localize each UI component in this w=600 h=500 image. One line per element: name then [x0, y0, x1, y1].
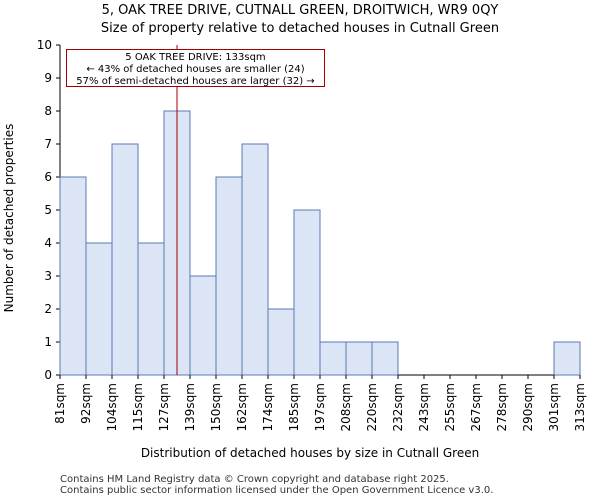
bar — [319, 341, 347, 376]
x-axis-label: Distribution of detached houses by size … — [141, 446, 479, 460]
y-tick-label: 6 — [44, 170, 52, 184]
bar — [345, 341, 373, 376]
y-axis-label: Number of detached properties — [2, 124, 16, 313]
x-tick-label: 197sqm — [313, 383, 327, 431]
footer-copyright: Contains HM Land Registry data © Crown c… — [60, 474, 449, 485]
bar — [59, 176, 87, 376]
chart-title: 5, OAK TREE DRIVE, CUTNALL GREEN, DROITW… — [101, 3, 499, 18]
chart-subtitle: Size of property relative to detached ho… — [100, 21, 500, 36]
x-tick-label: 313sqm — [573, 383, 587, 431]
x-tick-label: 185sqm — [287, 383, 301, 431]
bar — [111, 143, 139, 376]
bar — [241, 143, 269, 376]
x-tick-label: 301sqm — [547, 383, 561, 431]
annotation-line-2: ← 43% of detached houses are smaller (24… — [86, 64, 305, 75]
x-tick-label: 127sqm — [157, 383, 171, 431]
x-tick-label: 162sqm — [235, 383, 249, 431]
x-tick-label: 115sqm — [131, 383, 145, 431]
x-tick-label: 243sqm — [417, 383, 431, 431]
bar — [215, 176, 243, 376]
y-tick-label: 8 — [44, 104, 52, 118]
y-tick-label: 5 — [44, 203, 52, 217]
bar — [267, 308, 295, 376]
bar — [85, 242, 113, 376]
x-tick-label: 92sqm — [79, 383, 93, 424]
x-tick-label: 174sqm — [261, 383, 275, 431]
bar — [371, 341, 399, 376]
y-tick-label: 4 — [44, 236, 52, 250]
bar — [553, 341, 581, 376]
x-tick-label: 81sqm — [53, 383, 67, 424]
bar — [189, 275, 217, 376]
x-tick-label: 267sqm — [469, 383, 483, 431]
y-tick-label: 10 — [37, 38, 52, 52]
y-tick-label: 0 — [44, 368, 52, 382]
x-tick-label: 104sqm — [105, 383, 119, 431]
y-tick-label: 3 — [44, 269, 52, 283]
bar — [137, 242, 165, 376]
x-tick-label: 208sqm — [339, 383, 353, 431]
x-tick-label: 150sqm — [209, 383, 223, 431]
x-tick-label: 220sqm — [365, 383, 379, 431]
y-tick-label: 9 — [44, 71, 52, 85]
y-tick-label: 1 — [44, 335, 52, 349]
x-tick-label: 139sqm — [183, 383, 197, 431]
annotation-line-3: 57% of semi-detached houses are larger (… — [76, 76, 315, 87]
y-tick-label: 2 — [44, 302, 52, 316]
x-tick-label: 290sqm — [521, 383, 535, 431]
annotation-box: 5 OAK TREE DRIVE: 133sqm ← 43% of detach… — [66, 49, 325, 87]
x-tick-label: 278sqm — [495, 383, 509, 431]
x-tick-label: 255sqm — [443, 383, 457, 431]
bar — [293, 209, 321, 376]
y-tick-label: 7 — [44, 137, 52, 151]
annotation-line-1: 5 OAK TREE DRIVE: 133sqm — [125, 52, 266, 63]
x-tick-label: 232sqm — [391, 383, 405, 431]
footer-licence: Contains public sector information licen… — [60, 485, 494, 496]
